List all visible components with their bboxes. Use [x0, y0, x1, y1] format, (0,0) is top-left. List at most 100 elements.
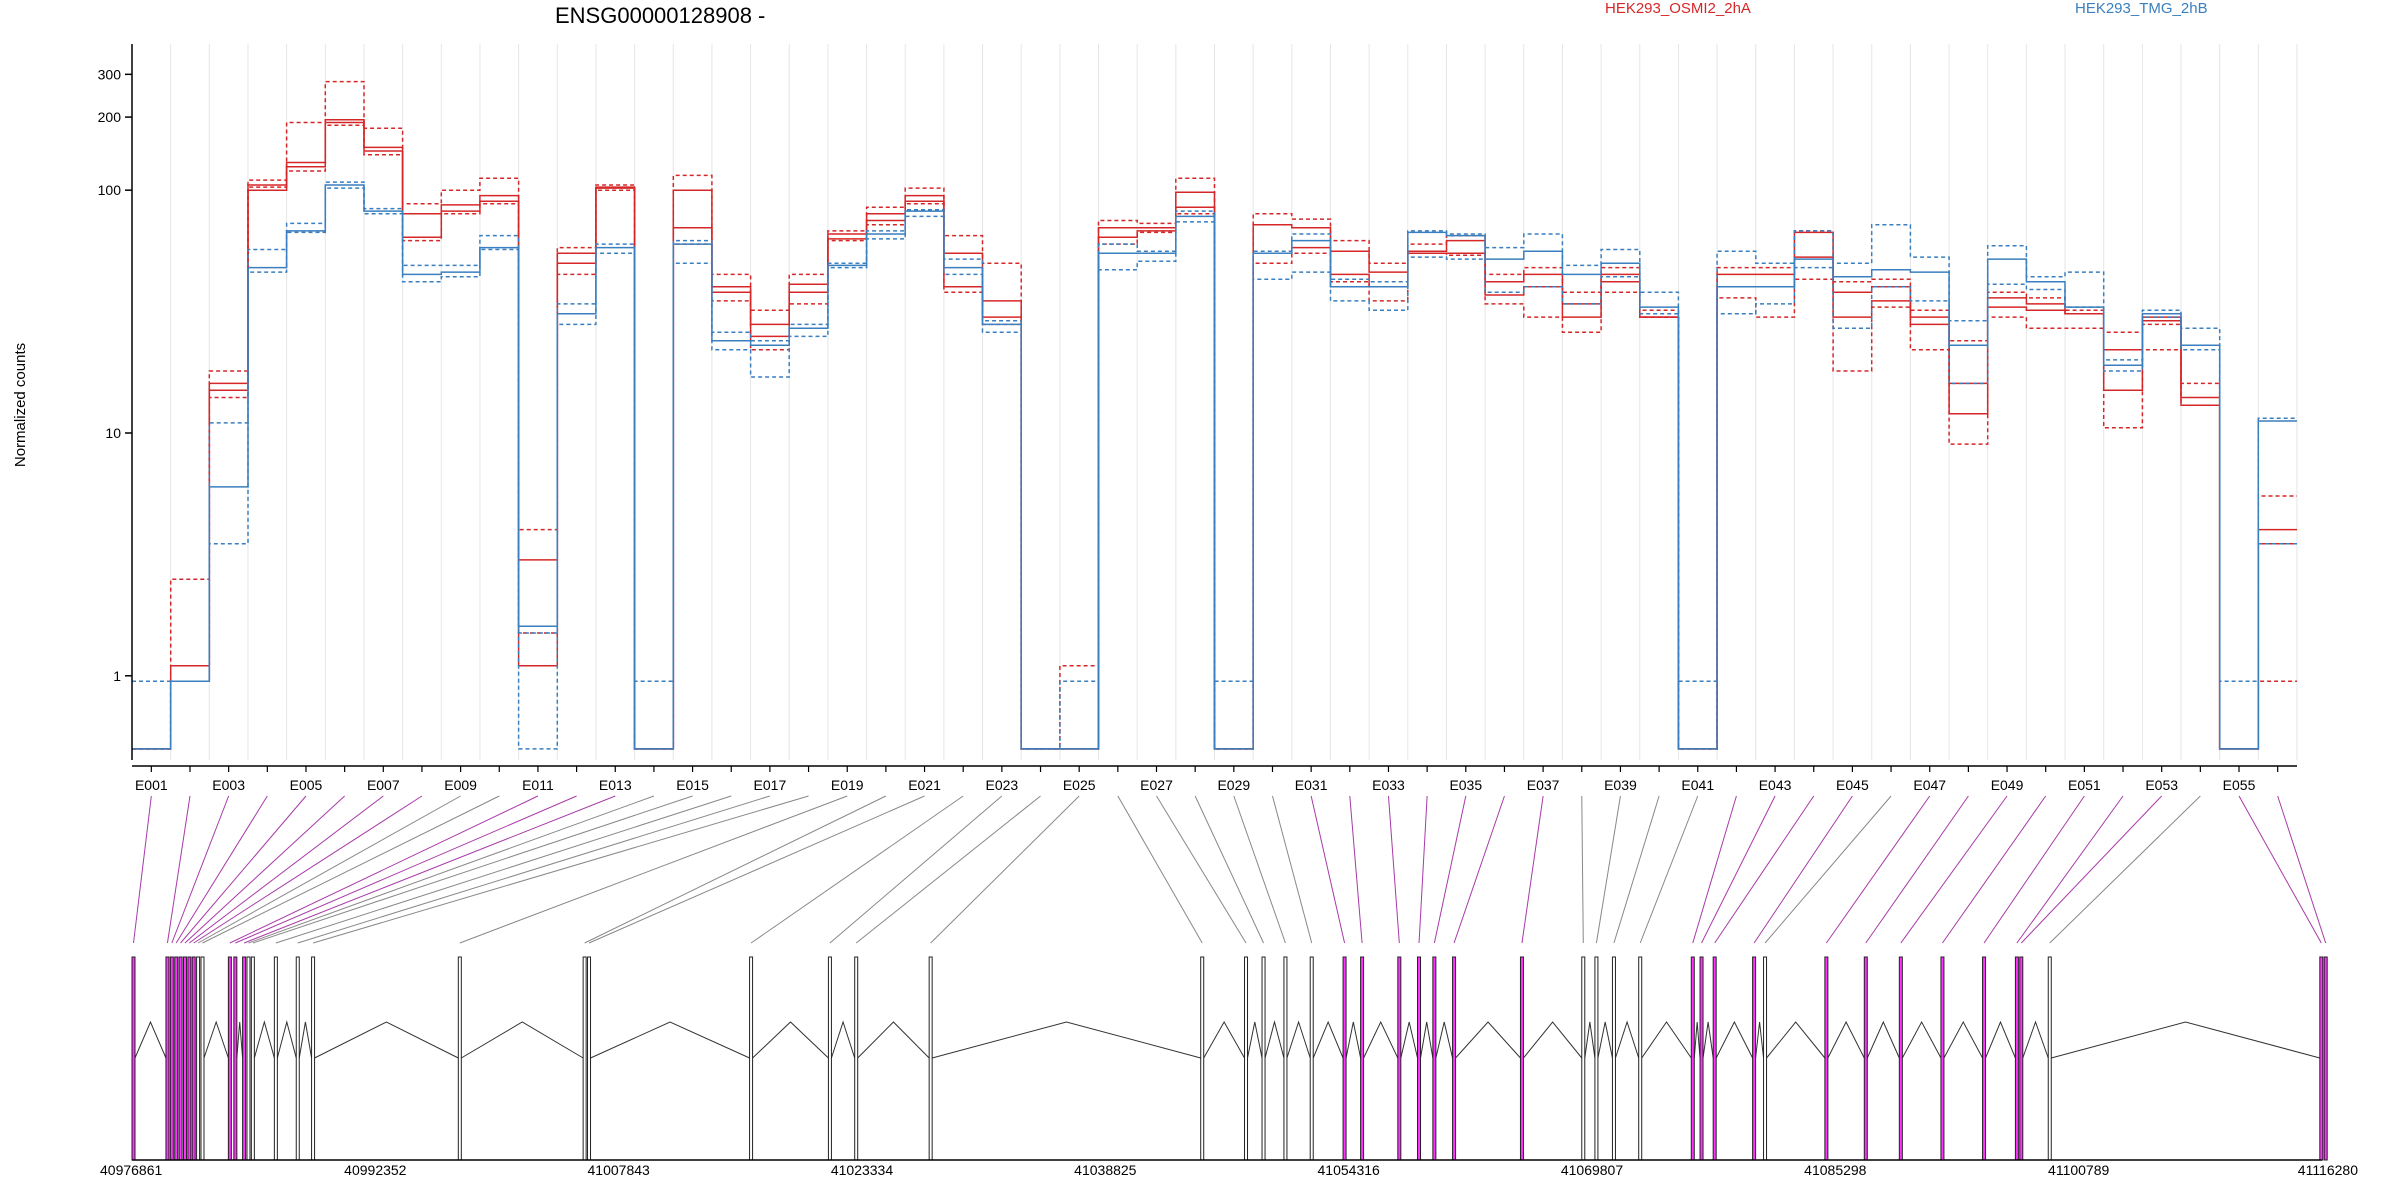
exon-connector: [588, 795, 925, 944]
genomic-tick-label: 40992352: [344, 1162, 407, 1178]
exon-connector: [133, 795, 152, 944]
y-tick-label: 200: [98, 109, 122, 125]
exon-box: [587, 956, 592, 1161]
exon-connector: [248, 795, 655, 944]
intron: [1203, 1020, 1245, 1059]
intron: [461, 1021, 584, 1059]
exon-box: [273, 956, 278, 1161]
intron: [1420, 1021, 1434, 1059]
series-group: [132, 80, 2297, 750]
x-tick-label: E039: [1604, 777, 1637, 793]
genomic-tick-label: 41085298: [1804, 1162, 1867, 1178]
x-tick-label: E047: [1913, 777, 1946, 793]
exon-connector: [175, 795, 268, 944]
x-tick-label: E041: [1681, 777, 1714, 793]
exon-box: [1752, 956, 1757, 1161]
intron: [1641, 1021, 1692, 1059]
exon-box: [227, 956, 232, 1161]
exon-connector: [2020, 795, 2163, 944]
exon-connector: [243, 795, 616, 944]
intron: [1827, 1020, 1865, 1059]
exon-box: [1699, 956, 1704, 1161]
exon-connector: [1453, 795, 1505, 944]
exon-box: [233, 956, 238, 1161]
intron: [134, 1020, 167, 1059]
exon-connector: [1595, 795, 1621, 944]
x-tick-label: E009: [444, 777, 477, 793]
x-tick-label: E017: [754, 777, 787, 793]
intron: [314, 1021, 459, 1059]
intron: [1614, 1020, 1640, 1059]
exon-connector: [1233, 795, 1286, 944]
exon-box: [1763, 956, 1768, 1161]
genomic-tick-label: 41007843: [588, 1162, 651, 1178]
exon-box: [1712, 956, 1717, 1161]
genomic-tick-label: 41100789: [2048, 1162, 2109, 1178]
exon-connector: [1825, 795, 1931, 944]
exon-connector: [202, 795, 500, 944]
exon-connector: [750, 795, 964, 944]
exon-box: [1309, 956, 1314, 1161]
intron: [1363, 1020, 1399, 1059]
x-tick-label: E005: [290, 777, 323, 793]
exon-connector: [1272, 795, 1313, 944]
exon-box: [1283, 956, 1288, 1161]
x-tick-label: E019: [831, 777, 864, 793]
exon-box: [169, 956, 174, 1161]
exon-connector: [1156, 795, 1247, 944]
intron: [932, 1021, 1201, 1059]
exon-box: [1594, 956, 1599, 1161]
exon-connector: [930, 795, 1080, 944]
exon-connector: [1900, 795, 2008, 944]
exon-connector: [180, 795, 307, 944]
exon-connector: [2049, 795, 2201, 944]
x-tick-label: E011: [522, 777, 554, 793]
intron: [1400, 1021, 1419, 1059]
y-axis: 1 10 100 200 300: [98, 44, 133, 760]
exon-connector: [1753, 795, 1853, 944]
intron: [1597, 1021, 1613, 1059]
exon-box: [928, 956, 933, 1161]
exon-connector: [1581, 795, 1584, 944]
x-tick-label: E043: [1759, 777, 1792, 793]
intron: [830, 1020, 856, 1059]
genomic-tick-label: 41069807: [1561, 1162, 1624, 1178]
exon-connector: [1194, 795, 1264, 944]
genomic-tick-label: 41038825: [1074, 1162, 1137, 1178]
exon-connector: [197, 795, 461, 944]
intron: [1247, 1021, 1263, 1059]
exon-connector: [1714, 795, 1815, 944]
legend-tmg: HEK293_TMG_2hB: [2075, 0, 2208, 17]
genomic-tick-label: 41116280: [2298, 1162, 2358, 1178]
exon-connector: [855, 795, 1041, 944]
exon-box: [2014, 956, 2019, 1161]
exon-box: [2323, 956, 2328, 1161]
exon-connector: [459, 795, 848, 944]
exon-connector: [235, 795, 577, 944]
intron: [1755, 1021, 1765, 1059]
x-tick-label: E029: [1217, 777, 1250, 793]
y-axis-label: Normalized counts: [12, 343, 29, 467]
y-tick-label: 100: [98, 182, 122, 198]
y-tick-label: 300: [98, 66, 122, 82]
exon-connector: [1983, 795, 2085, 944]
x-axis: E001 E003 E005 E007 E009 E011 E013 E015 E017 E019…: [132, 765, 2297, 793]
exon-connector: [252, 795, 693, 944]
exon-box: [1519, 956, 1524, 1161]
exon-box: [131, 956, 136, 1161]
exon-connector: [1692, 795, 1737, 944]
exon-connector: [1639, 795, 1699, 944]
exon-box: [200, 956, 205, 1161]
exon-box: [2047, 956, 2052, 1161]
exon-connector: [275, 795, 732, 944]
exon-box: [242, 956, 247, 1161]
exon-box: [2019, 956, 2024, 1161]
exon-connector: [1942, 795, 2047, 944]
exon-connector: [829, 795, 1003, 944]
gene-model: [131, 956, 2328, 1161]
intron: [1866, 1020, 1900, 1059]
intron: [1264, 1020, 1285, 1059]
exon-box: [1581, 956, 1586, 1161]
exon-connector: [1521, 795, 1544, 944]
exon-connector: [166, 795, 191, 944]
